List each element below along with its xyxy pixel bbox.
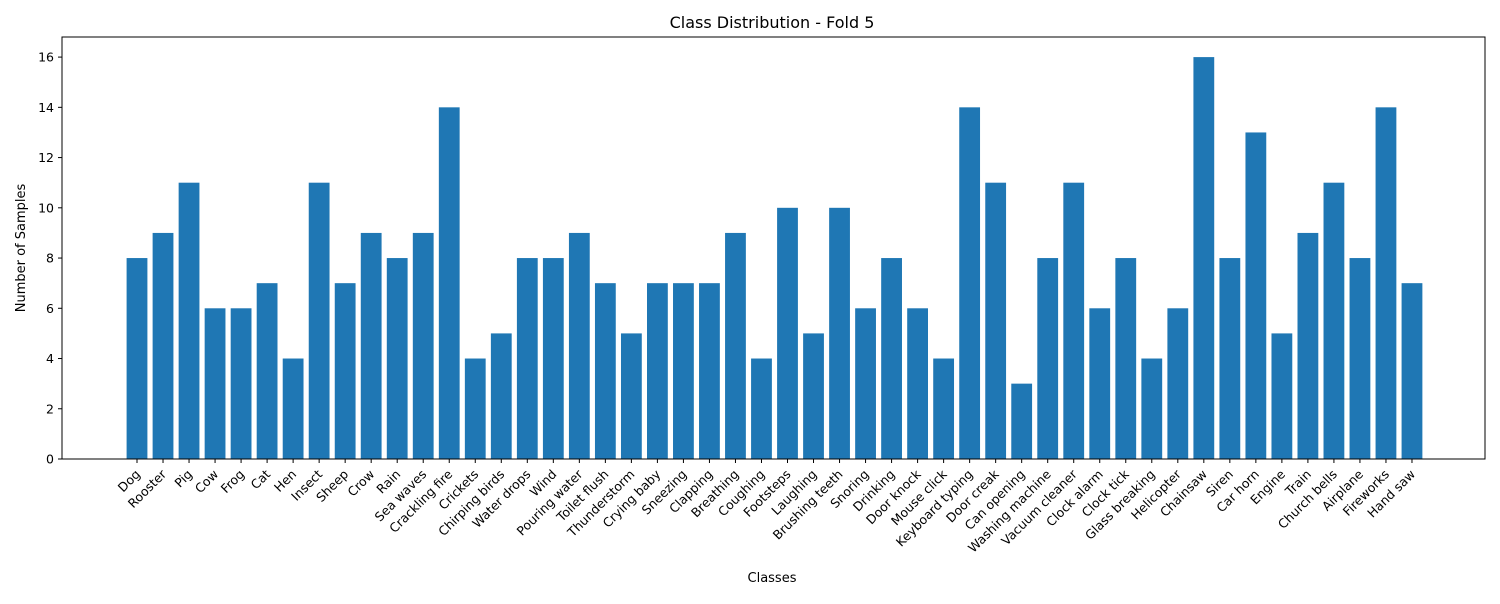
bar-pouring-water bbox=[568, 232, 590, 459]
bar-cow bbox=[204, 308, 226, 459]
bar-hen bbox=[282, 358, 304, 459]
bar-helicopter bbox=[1167, 308, 1189, 459]
y-tick-label: 4 bbox=[46, 351, 54, 366]
y-tick-label: 8 bbox=[46, 251, 54, 266]
bar-water-drops bbox=[516, 258, 538, 459]
bar-thunderstorm bbox=[620, 333, 642, 459]
bar-sheep bbox=[334, 283, 356, 459]
bar-keyboard-typing bbox=[959, 107, 981, 459]
bar-breathing bbox=[725, 232, 746, 459]
bar-chirping-birds bbox=[490, 333, 512, 459]
y-tick-label: 16 bbox=[38, 50, 54, 65]
bar-toilet-flush bbox=[594, 283, 616, 459]
x-tick-label: Cow bbox=[192, 467, 221, 496]
bar-washing-machine bbox=[1037, 258, 1059, 459]
bar-crickets bbox=[464, 358, 486, 459]
bar-brushing-teeth bbox=[829, 207, 850, 459]
y-tick-label: 10 bbox=[38, 200, 54, 215]
bar-dog bbox=[126, 258, 148, 459]
bar-coughing bbox=[751, 358, 772, 459]
y-tick-label: 0 bbox=[46, 452, 54, 467]
bar-drinking bbox=[881, 258, 902, 459]
bar-chainsaw bbox=[1193, 57, 1215, 459]
x-tick-label: Pig bbox=[171, 467, 195, 491]
x-axis-label: Classes bbox=[748, 571, 797, 586]
bar-laughing bbox=[803, 333, 824, 459]
x-tick-label: Crow bbox=[344, 467, 377, 500]
bar-crying-baby bbox=[647, 283, 668, 459]
y-tick-label: 12 bbox=[38, 150, 54, 165]
bar-clock-tick bbox=[1115, 258, 1137, 459]
bar-cat bbox=[256, 283, 278, 459]
bar-engine bbox=[1271, 333, 1293, 459]
bar-mouse-click bbox=[933, 358, 955, 459]
y-axis-label: Number of Samples bbox=[14, 184, 29, 313]
x-tick-label: Cat bbox=[248, 466, 274, 492]
bar-hand-saw bbox=[1401, 283, 1423, 459]
bars-layer bbox=[126, 57, 1423, 459]
bar-clapping bbox=[699, 283, 720, 459]
bar-train bbox=[1297, 232, 1319, 459]
bar-rain bbox=[386, 258, 408, 459]
bar-can-opening bbox=[1011, 383, 1033, 459]
bar-siren bbox=[1219, 258, 1241, 459]
chart-title: Class Distribution - Fold 5 bbox=[670, 13, 875, 32]
plot-frame bbox=[61, 36, 1486, 460]
bar-footsteps bbox=[777, 207, 798, 459]
bar-rooster bbox=[152, 232, 174, 459]
bar-crow bbox=[360, 232, 382, 459]
bar-door-knock bbox=[907, 308, 928, 459]
bar-door-creak bbox=[985, 182, 1007, 459]
bar-fireworks bbox=[1375, 107, 1397, 459]
y-tick-label: 2 bbox=[46, 401, 54, 416]
bar-clock-alarm bbox=[1089, 308, 1111, 459]
bar-vacuum-cleaner bbox=[1063, 182, 1085, 459]
bar-glass-breaking bbox=[1141, 358, 1163, 459]
x-tick-label: Frog bbox=[218, 467, 248, 497]
bar-sneezing bbox=[673, 283, 694, 459]
y-tick-label: 14 bbox=[38, 100, 54, 115]
bar-sea-waves bbox=[412, 232, 434, 459]
y-tick-label: 6 bbox=[46, 301, 54, 316]
bar-insect bbox=[308, 182, 330, 459]
bar-snoring bbox=[855, 308, 876, 459]
y-axis: 0 2 4 6 8 10 12 14 16 bbox=[38, 50, 62, 467]
bar-church-bells bbox=[1323, 182, 1345, 459]
bar-frog bbox=[230, 308, 252, 459]
bar-crackling-fire bbox=[438, 107, 460, 459]
bar-wind bbox=[542, 258, 564, 459]
bar-car-horn bbox=[1245, 132, 1267, 459]
bar-pig bbox=[178, 182, 200, 459]
bar-airplane bbox=[1349, 258, 1371, 459]
